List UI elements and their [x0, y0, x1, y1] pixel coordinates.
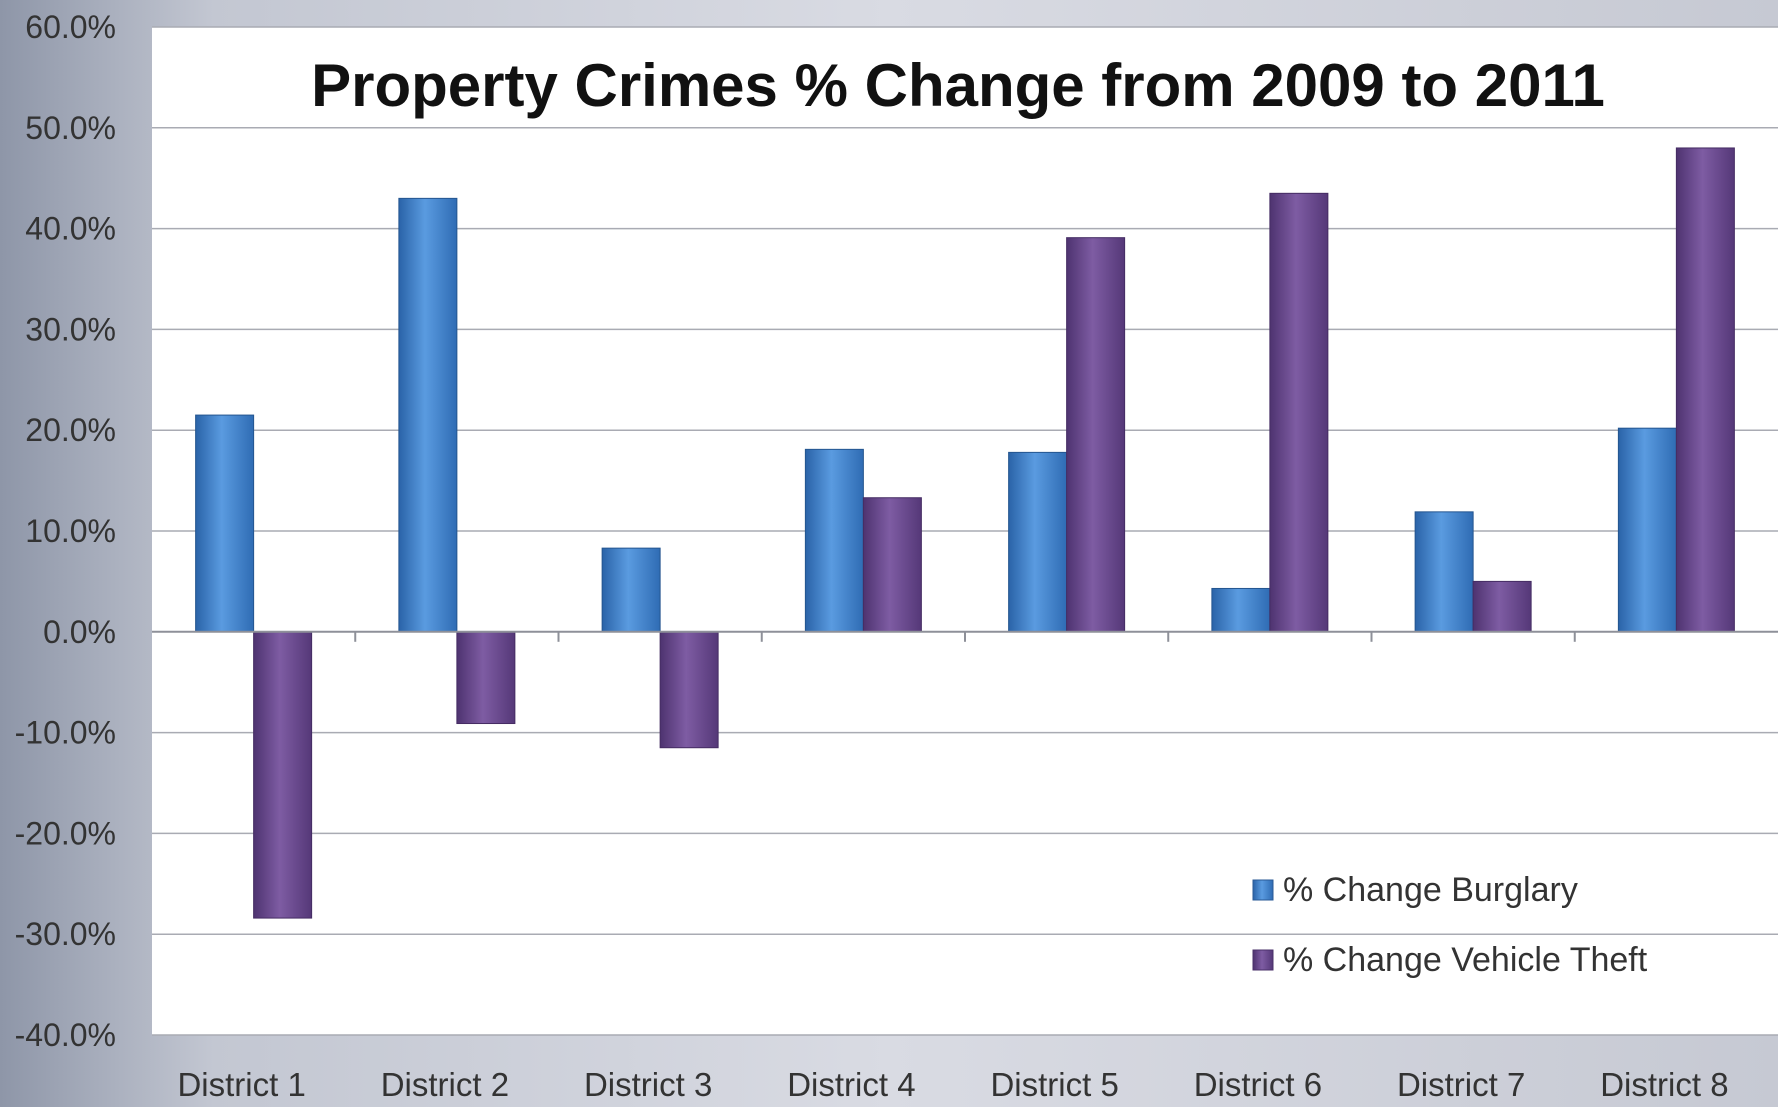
- x-tick-label: District 7: [1397, 1066, 1525, 1103]
- bar-vehicle-theft-district-6: [1269, 192, 1329, 633]
- bar-burglary-district-6: [1211, 587, 1271, 633]
- legend-swatch-burglary: [1252, 879, 1274, 901]
- x-tick-label: District 6: [1194, 1066, 1322, 1103]
- y-tick-label: 40.0%: [25, 211, 116, 247]
- x-tick-label: District 2: [381, 1066, 509, 1103]
- y-tick-label: 30.0%: [25, 311, 116, 347]
- bar-burglary-district-2: [398, 197, 458, 633]
- chart-title: Property Crimes % Change from 2009 to 20…: [311, 52, 1605, 119]
- legend-label-burglary: % Change Burglary: [1283, 871, 1578, 909]
- y-tick-label: -10.0%: [15, 715, 116, 751]
- bar-vehicle-theft-district-1: [253, 631, 313, 919]
- bar-burglary-district-7: [1414, 511, 1474, 633]
- x-tick-label: District 8: [1600, 1066, 1728, 1103]
- y-tick-label: -20.0%: [15, 815, 116, 851]
- bar-burglary-district-3: [601, 547, 661, 633]
- y-tick-label: 20.0%: [25, 412, 116, 448]
- bar-burglary-district-5: [1008, 451, 1068, 633]
- bar-burglary-district-4: [804, 448, 864, 633]
- legend-label-vehicle-theft: % Change Vehicle Theft: [1283, 941, 1648, 979]
- x-tick-label: District 1: [177, 1066, 305, 1103]
- y-axis-tick-labels: 60.0% 50.0% 40.0% 30.0% 20.0% 10.0% 0.0% -10.0%…: [15, 9, 116, 1053]
- x-tick-label: District 5: [990, 1066, 1118, 1103]
- bar-vehicle-theft-district-2: [456, 631, 516, 725]
- bar-burglary-district-8: [1617, 427, 1677, 633]
- bar-vehicle-theft-district-7: [1472, 580, 1532, 633]
- bar-vehicle-theft-district-3: [659, 631, 719, 749]
- bar-vehicle-theft-district-4: [862, 497, 922, 633]
- x-axis-tick-labels: District 1 District 2 District 3 District 4…: [177, 1066, 1728, 1103]
- bar-burglary-district-1: [195, 414, 255, 633]
- zero-axis: [152, 630, 1778, 642]
- bar-vehicle-theft-district-5: [1066, 237, 1126, 633]
- x-tick-label: District 3: [584, 1066, 712, 1103]
- legend-item-vehicle-theft: % Change Vehicle Theft: [1252, 941, 1648, 979]
- legend-swatch-vehicle-theft: [1252, 949, 1274, 971]
- bar-vehicle-theft-district-8: [1675, 147, 1735, 633]
- y-tick-label: 60.0%: [25, 9, 116, 45]
- y-tick-label: 0.0%: [43, 614, 116, 650]
- bars: [195, 147, 1735, 919]
- y-tick-label: -30.0%: [15, 916, 116, 952]
- x-tick-label: District 4: [787, 1066, 915, 1103]
- y-tick-label: 10.0%: [25, 513, 116, 549]
- y-tick-label: -40.0%: [15, 1017, 116, 1053]
- legend-item-burglary: % Change Burglary: [1252, 871, 1578, 909]
- legend: % Change Burglary % Change Vehicle Theft: [1252, 871, 1648, 979]
- y-tick-label: 50.0%: [25, 110, 116, 146]
